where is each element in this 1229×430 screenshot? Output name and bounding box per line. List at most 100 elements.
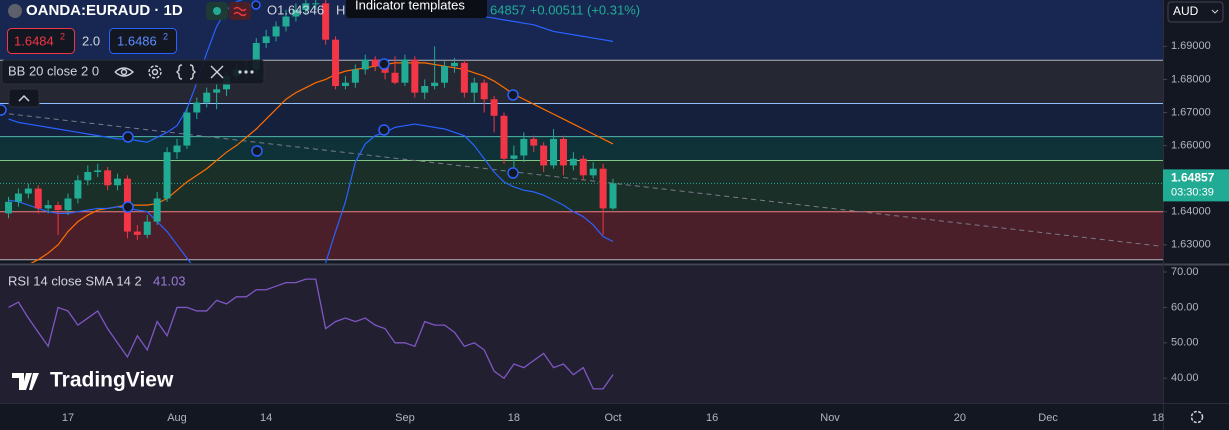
zone — [0, 103, 1163, 137]
collapse-icon — [18, 94, 30, 102]
candle-body — [500, 115, 508, 159]
price-change: 64857 +0.00511 (+0.31%) — [490, 2, 640, 17]
current-price-box — [1163, 169, 1229, 202]
anchor[interactable] — [251, 145, 263, 157]
candle-body — [203, 92, 211, 103]
candle-body — [361, 59, 369, 70]
symbol[interactable]: OANDA:EURAUD · 1D — [26, 2, 183, 19]
candle-body — [153, 198, 161, 222]
candle-body — [351, 69, 359, 83]
candle-body — [569, 158, 577, 166]
anchor[interactable] — [251, 0, 261, 10]
sell-button[interactable] — [7, 28, 75, 54]
x-tick-label: Oct — [604, 412, 621, 424]
buy-button[interactable] — [109, 28, 177, 54]
zone — [0, 211, 1163, 260]
candle-body — [579, 158, 587, 176]
candle-body — [94, 170, 102, 173]
candle-body — [341, 82, 349, 87]
currency-button[interactable] — [1167, 1, 1224, 23]
current-price: 1.64857 — [1171, 171, 1215, 185]
collapse-button[interactable] — [8, 88, 40, 108]
candle-body — [431, 82, 439, 87]
x-tick-label: 18 — [1152, 412, 1164, 424]
candle-body — [302, 3, 310, 10]
anchor[interactable] — [0, 104, 7, 116]
delay-icon — [233, 6, 247, 17]
x-tick-label: 14 — [260, 412, 272, 424]
candle-body — [550, 138, 558, 166]
candle-body — [163, 152, 171, 199]
candle-body — [173, 145, 181, 153]
candle-body — [421, 86, 429, 93]
candle-body — [193, 102, 201, 113]
logo[interactable]: TradingView — [50, 369, 174, 392]
anchor[interactable] — [378, 58, 390, 70]
candle-body — [332, 39, 340, 87]
spread: 2.0 — [82, 33, 100, 48]
dot — [238, 70, 242, 74]
candle-body — [44, 205, 52, 209]
candle-body — [143, 221, 151, 235]
eye-pupil — [120, 68, 128, 76]
candle-body — [54, 205, 62, 211]
candle-body — [391, 72, 399, 83]
trendline — [0, 112, 1161, 247]
tooltip: Indicator templates — [355, 0, 465, 12]
anchor[interactable] — [507, 167, 519, 179]
candle-body — [252, 43, 260, 70]
candle-body — [133, 231, 141, 235]
remove-icon[interactable] — [210, 65, 224, 79]
settings-icon[interactable] — [1190, 410, 1204, 424]
candle-body — [480, 82, 488, 100]
rsi-plot — [8, 278, 614, 390]
candle-body — [312, 3, 320, 5]
candle-body — [34, 188, 42, 209]
candle-body — [322, 3, 330, 40]
currency: AUD — [1173, 4, 1199, 18]
y-tick-label: 40.00 — [1171, 372, 1199, 384]
anchor[interactable] — [507, 89, 519, 101]
candle-body — [559, 138, 567, 166]
candle-body — [411, 59, 419, 93]
more-icon[interactable] — [238, 70, 254, 74]
dot — [244, 70, 248, 74]
candle-body — [104, 170, 112, 186]
dot — [250, 70, 254, 74]
buy-pip: 2 — [163, 31, 168, 41]
drawing-anchors — [0, 58, 519, 213]
candle-body — [213, 89, 221, 93]
y-tick-label: 1.66000 — [1171, 139, 1211, 151]
delay-badge[interactable] — [229, 2, 251, 20]
sell-pip: 2 — [60, 31, 65, 41]
rsi-value: 41.03 — [153, 273, 186, 288]
anchor[interactable] — [122, 131, 134, 143]
candle-body — [24, 188, 32, 194]
candle-body — [609, 183, 617, 209]
countdown: 03:30:39 — [1171, 186, 1214, 198]
rsi-legend: RSI 14 close SMA 14 2 — [8, 273, 142, 288]
candle-body — [540, 145, 548, 166]
rsi-line — [8, 278, 614, 390]
candle-body — [262, 36, 270, 44]
bb-legend: BB 20 close 2 0 — [8, 63, 99, 78]
y-tick-label: 1.68000 — [1171, 73, 1211, 85]
candle-body — [470, 82, 478, 93]
code-icon[interactable] — [176, 64, 196, 80]
x-tick-label: Aug — [167, 412, 187, 424]
x-tick-label: 17 — [62, 412, 74, 424]
high-label: H — [336, 2, 345, 17]
y-tick-label: 70.00 — [1171, 266, 1199, 278]
anchor[interactable] — [122, 201, 134, 213]
gear-icon[interactable] — [148, 65, 162, 79]
buy-price: 1.6486 — [117, 33, 157, 48]
currency-caret — [1211, 9, 1219, 14]
y-tick-label: 50.00 — [1171, 337, 1199, 349]
x-tick-label: Nov — [820, 412, 840, 424]
axes: 17 Aug 14 Sep 18 Oct 16 Nov 20 Dec 18 1.69000 1.6800… — [62, 40, 1229, 424]
candle-body — [183, 112, 191, 146]
eye-icon[interactable] — [114, 67, 135, 77]
anchor[interactable] — [378, 124, 390, 136]
zone — [0, 136, 1163, 161]
